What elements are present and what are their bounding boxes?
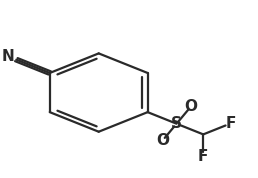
Text: F: F [198, 149, 208, 164]
Text: S: S [171, 116, 182, 131]
Text: O: O [184, 99, 197, 114]
Text: N: N [2, 49, 14, 64]
Text: O: O [156, 133, 169, 148]
Text: F: F [225, 116, 236, 131]
